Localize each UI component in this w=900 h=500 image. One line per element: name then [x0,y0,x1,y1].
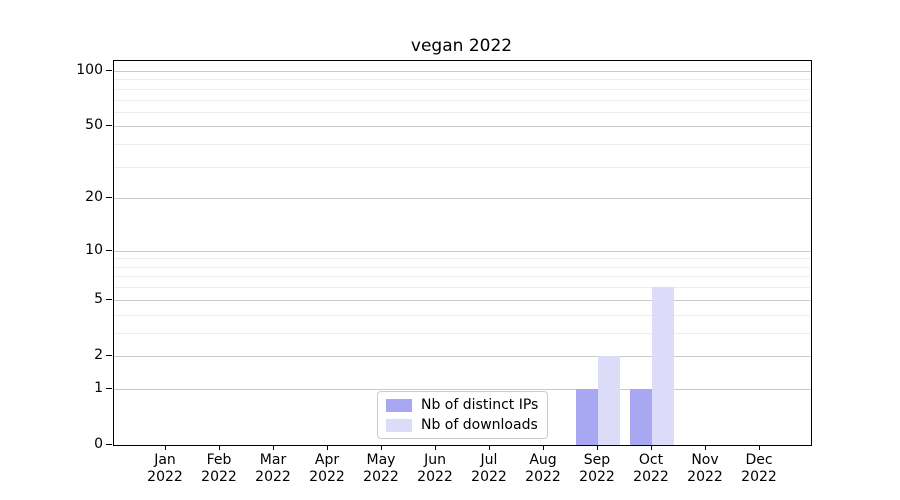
x-tick-label: Nov 2022 [687,452,723,485]
bar-downloads [652,287,674,445]
gridline-minor [114,258,811,260]
gridline-minor [114,99,811,101]
x-axis-tick [219,445,220,450]
x-tick-label: Jul 2022 [471,452,507,485]
bar-downloads [598,355,620,445]
x-axis-tick [273,445,274,450]
bar-distinct-ips [576,388,598,445]
y-axis-tick [106,69,112,71]
gridline-minor [114,88,811,90]
x-tick-label: May 2022 [363,452,399,485]
y-tick-label: 100 [76,61,103,78]
gridline-minor [114,276,811,278]
x-tick-label: Jun 2022 [417,452,453,485]
x-tick-label: Aug 2022 [525,452,561,485]
x-axis-tick [543,445,544,450]
gridline-minor [114,287,811,289]
gridline-minor [114,332,811,334]
gridline-minor [114,266,811,268]
x-axis-tick [327,445,328,450]
y-axis-tick [106,444,112,445]
chart-title: vegan 2022 [410,36,513,56]
x-axis-tick [165,445,166,450]
y-tick-label: 5 [94,290,103,307]
x-tick-label: Sep 2022 [579,452,615,485]
legend-label: Nb of distinct IPs [421,397,539,413]
x-tick-label: Feb 2022 [201,452,237,485]
y-axis-tick [106,354,112,356]
gridline-major [114,70,811,72]
y-tick-label: 1 [94,379,103,396]
y-tick-label: 2 [94,346,103,363]
y-tick-label: 50 [85,117,103,134]
gridline-minor [114,166,811,168]
y-axis-tick [106,298,112,300]
gridline-major [114,250,811,252]
y-tick-label: 0 [94,436,103,452]
y-tick-label: 10 [85,241,103,258]
y-axis-tick [106,125,112,127]
legend: Nb of distinct IPs Nb of downloads [377,391,549,439]
x-tick-label: Jan 2022 [147,452,183,485]
downloads-swatch [386,418,412,432]
y-tick-label: 20 [85,189,103,206]
gridline-minor [114,314,811,316]
x-tick-label: Mar 2022 [255,452,291,485]
distinct-ips-swatch [386,398,412,412]
gridline-minor [114,111,811,113]
gridline-major [114,198,811,200]
bar-distinct-ips [630,388,652,445]
x-axis-tick [597,445,598,450]
legend-item-downloads: Nb of downloads [386,417,538,433]
x-axis-tick [759,445,760,450]
x-tick-label: Oct 2022 [633,452,669,485]
legend-item-distinct-ips: Nb of distinct IPs [386,397,538,413]
gridline-minor [114,144,811,146]
x-axis-tick [381,445,382,450]
gridline-major [114,126,811,128]
x-axis-tick [651,445,652,450]
y-axis-tick [106,387,112,389]
gridline-major [114,299,811,301]
x-tick-label: Dec 2022 [741,452,777,485]
y-axis-tick [106,197,112,199]
x-axis-tick [435,445,436,450]
plot-area: Nb of distinct IPs Nb of downloads [113,60,812,446]
x-axis-tick [705,445,706,450]
legend-label: Nb of downloads [421,417,538,433]
gridline-major [114,388,811,390]
gridline-major [114,355,811,357]
x-tick-label: Apr 2022 [309,452,345,485]
gridline-minor [114,79,811,81]
x-axis-tick [489,445,490,450]
y-axis-tick [106,249,112,251]
